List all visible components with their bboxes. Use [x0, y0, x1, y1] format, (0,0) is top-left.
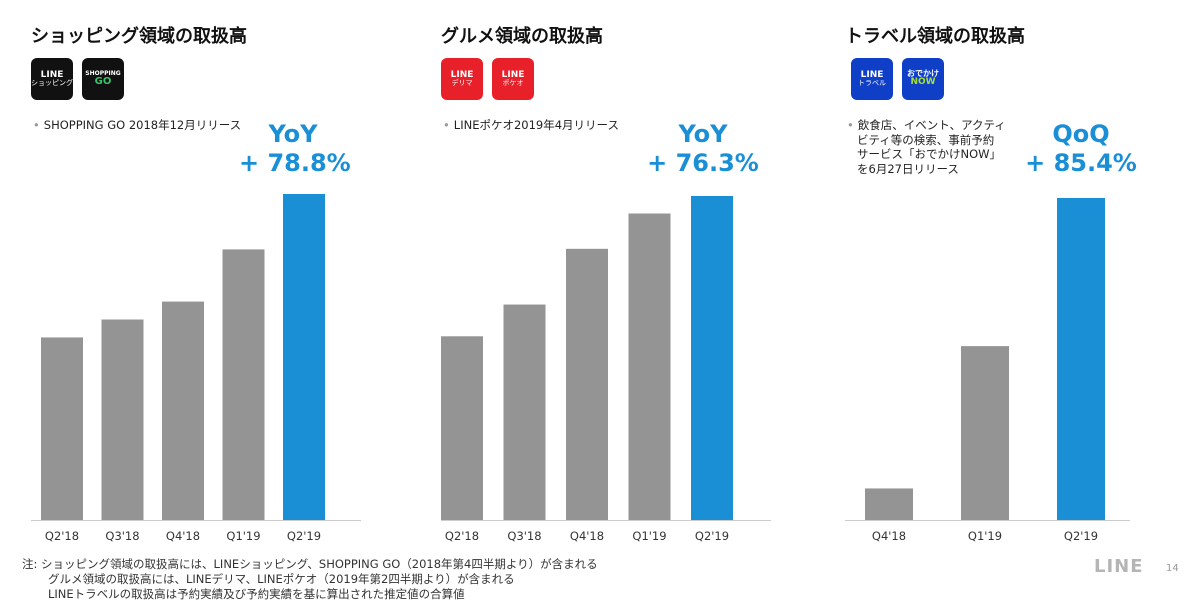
bar-Q1'19	[222, 249, 265, 521]
x-tick-label: Q4'18	[166, 529, 200, 543]
growth-label: YoY	[268, 120, 318, 148]
bar-Q4'18	[566, 248, 608, 520]
line-pokeo-logo: LINE ポケオ	[492, 58, 534, 100]
bar-chart-gourmet: Q2'18 Q3'18 Q4'18 Q1'19 Q2'19	[441, 196, 771, 543]
x-tick-label: Q3'18	[507, 529, 541, 543]
x-tick-label: Q4'18	[872, 529, 906, 543]
panel-travel: トラベル領域の取扱高 LINE トラベル おでかけ NOW • 飲食店、イベント、…	[845, 0, 1145, 560]
footnote: 注: ショッピング領域の取扱高には、LINEショッピング、SHOPPING GO…	[22, 557, 598, 601]
line-delima-logo: LINE デリマ	[441, 58, 483, 100]
logo-row: LINE デリマ LINE ポケオ	[441, 58, 534, 100]
bar-Q2'18	[41, 337, 83, 520]
x-tick-label: Q2'18	[45, 529, 79, 543]
odekake-now-logo: おでかけ NOW	[902, 58, 944, 100]
growth-callout: YoY + 78.8%	[239, 120, 351, 178]
growth-value: + 78.8%	[239, 149, 351, 177]
release-note: • SHOPPING GO 2018年12月リリース	[33, 118, 242, 132]
logo-row: LINE ショッピング SHOPPING GO	[31, 58, 124, 100]
x-tick-label: Q1'19	[632, 529, 666, 543]
bar-Q4'18	[865, 488, 913, 520]
bar-Q2'19	[1057, 198, 1105, 520]
bar-Q1'19	[961, 346, 1009, 520]
growth-value: + 85.4%	[1025, 149, 1137, 177]
panel-title: グルメ領域の取扱高	[441, 26, 603, 47]
x-tick-label: Q4'18	[570, 529, 604, 543]
x-tick-label: Q2'18	[445, 529, 479, 543]
release-note: • 飲食店、イベント、アクティ ビティ等の検索、事前予約 サービス「おでかけNOW…	[847, 118, 1006, 176]
line-shopping-logo: LINE ショッピング	[31, 58, 73, 100]
release-note: • LINEポケオ2019年4月リリース	[443, 118, 619, 132]
page-number: 14	[1166, 563, 1179, 574]
panel-shopping: ショッピング領域の取扱高 LINE ショッピング SHOPPING GO • SH…	[31, 0, 361, 560]
bar-Q2'18	[441, 336, 483, 520]
x-tick-label: Q2'19	[287, 529, 321, 543]
panel-title: トラベル領域の取扱高	[845, 26, 1025, 47]
growth-label: QoQ	[1052, 120, 1110, 148]
logo-row: LINE トラベル おでかけ NOW	[851, 58, 944, 100]
panel-title: ショッピング領域の取扱高	[31, 26, 247, 47]
x-tick-label: Q2'19	[1064, 529, 1098, 543]
growth-value: + 76.3%	[647, 149, 759, 177]
line-brand-logo: LINE	[1094, 556, 1144, 577]
bar-Q2'19	[283, 194, 325, 520]
x-tick-label: Q3'18	[105, 529, 139, 543]
bar-Q1'19	[628, 213, 671, 520]
bar-Q3'18	[503, 304, 546, 520]
line-travel-logo: LINE トラベル	[851, 58, 893, 100]
x-tick-label: Q2'19	[695, 529, 729, 543]
growth-callout: YoY + 76.3%	[647, 120, 759, 178]
bar-Q2'19	[691, 196, 733, 520]
bar-chart-travel: Q4'18 Q1'19 Q2'19	[845, 198, 1130, 543]
x-tick-label: Q1'19	[226, 529, 260, 543]
x-tick-label: Q1'19	[968, 529, 1002, 543]
shopping-go-logo: SHOPPING GO	[82, 58, 124, 100]
bar-Q3'18	[101, 319, 144, 520]
panel-gourmet: グルメ領域の取扱高 LINE デリマ LINE ポケオ • LINEポケオ2019…	[441, 0, 771, 560]
growth-callout: QoQ + 85.4%	[1025, 120, 1137, 178]
bar-chart-shopping: Q2'18 Q3'18 Q4'18 Q1'19 Q2'19	[31, 194, 361, 543]
growth-label: YoY	[678, 120, 728, 148]
bar-Q4'18	[162, 301, 204, 520]
